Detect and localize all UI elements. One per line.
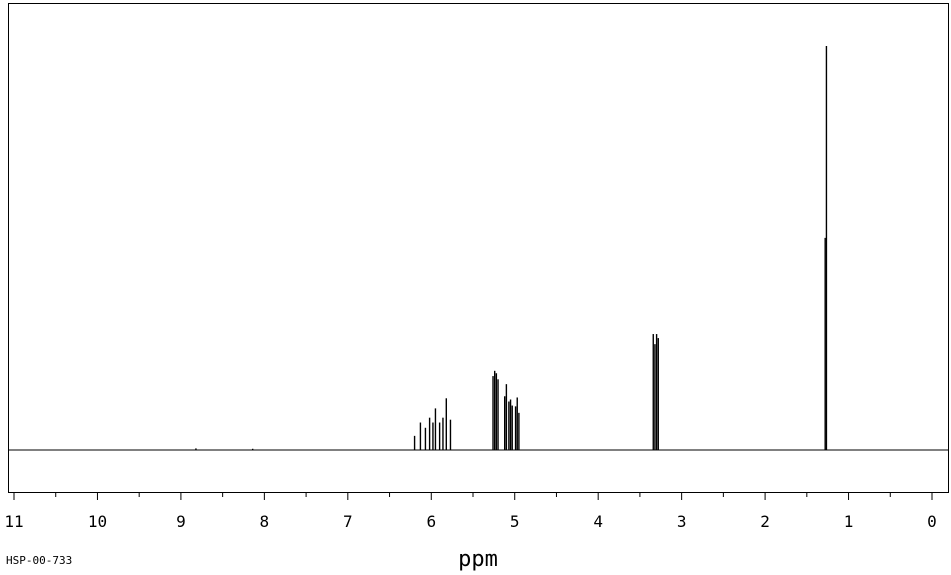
x-axis-ticks — [13, 492, 933, 500]
x-tick-label: 4 — [593, 512, 603, 531]
x-axis-tick-labels: 11 10 9 8 7 6 5 4 3 2 1 0 — [4, 512, 936, 531]
plot-frame — [8, 3, 949, 493]
spectrum-peaks — [195, 46, 828, 450]
x-tick-label: 5 — [510, 512, 520, 531]
x-tick-label: 2 — [760, 512, 770, 531]
sample-id-label: HSP-00-733 — [6, 554, 72, 567]
x-tick-label: 9 — [176, 512, 186, 531]
x-tick-label: 11 — [4, 512, 23, 531]
x-tick-label: 10 — [88, 512, 107, 531]
x-tick-label: 3 — [677, 512, 687, 531]
x-tick-label: 6 — [426, 512, 436, 531]
x-axis-label: ppm — [458, 547, 498, 572]
x-tick-label: 1 — [844, 512, 854, 531]
x-tick-label: 7 — [343, 512, 353, 531]
x-tick-label: 0 — [927, 512, 937, 531]
x-tick-label: 8 — [260, 512, 270, 531]
